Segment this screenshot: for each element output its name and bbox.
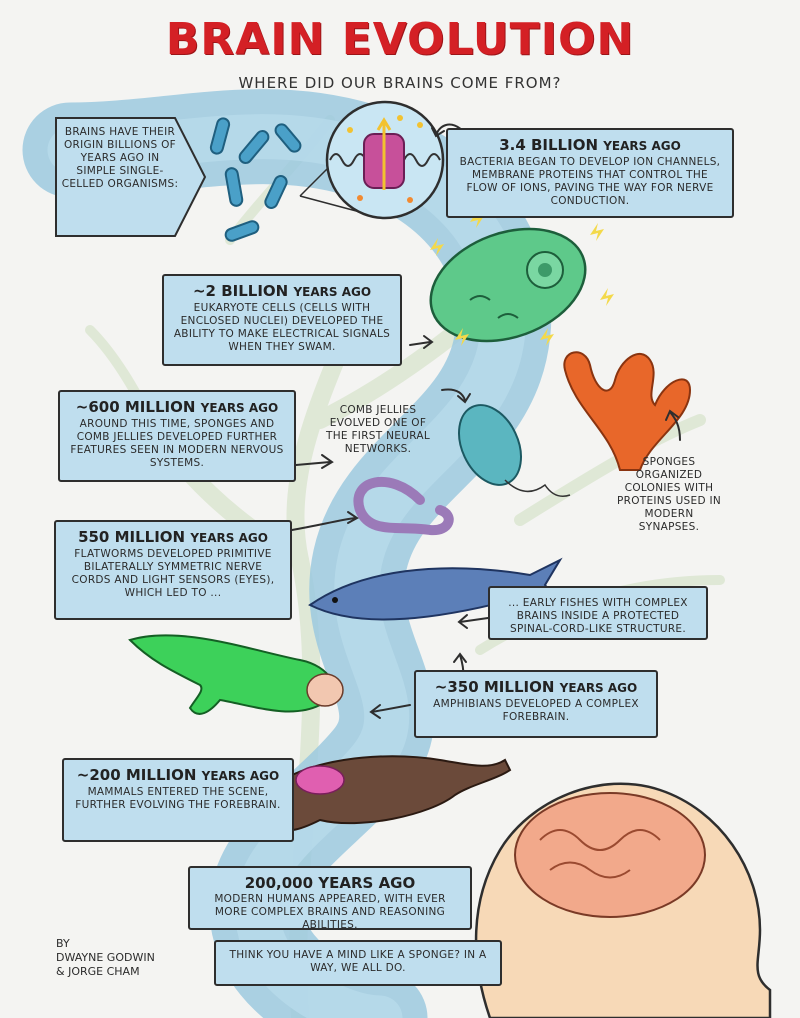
milestone-3-4-billion: 3.4 BILLION YEARS AGO Bacteria began to … bbox=[446, 128, 734, 218]
ion-channel-icon bbox=[325, 100, 445, 220]
milestone-heading-tail: YEARS AGO bbox=[201, 769, 280, 783]
credit-author-1: Dwayne Godwin bbox=[56, 951, 155, 964]
intro-arrow-banner bbox=[55, 117, 207, 237]
milestone-heading: ~200 MILLION bbox=[76, 766, 197, 784]
milestone-heading-tail: YEARS AGO bbox=[559, 681, 638, 695]
milestone-body: Flatworms developed primitive bilaterall… bbox=[71, 548, 275, 599]
eukaryote-cell-icon bbox=[429, 210, 614, 346]
page-subtitle: WHERE DID OUR BRAINS COME FROM? bbox=[238, 74, 562, 92]
milestone-body: Bacteria began to develop ion channels, … bbox=[459, 156, 721, 207]
milestone-heading-tail: YEARS AGO bbox=[190, 531, 268, 545]
milestone-body: Eukaryote cells (cells with enclosed nuc… bbox=[173, 302, 391, 353]
mammal-icon bbox=[269, 755, 512, 832]
sponge-icon bbox=[563, 351, 692, 471]
milestone-heading: ~2 BILLION bbox=[192, 282, 289, 300]
milestone-200-million: ~200 MILLION YEARS AGO Mammals entered t… bbox=[62, 758, 294, 842]
milestone-heading-tail: YEARS AGO bbox=[293, 285, 372, 299]
credit-by: By bbox=[56, 937, 70, 950]
page-title: BRAIN EVOLUTION bbox=[165, 14, 635, 65]
milestone-heading: 3.4 BILLION bbox=[499, 136, 598, 154]
flatworm-icon bbox=[353, 477, 454, 536]
milestone-600-million: ~600 MILLION YEARS AGO Around this time,… bbox=[58, 390, 296, 482]
milestone-2-billion: ~2 BILLION YEARS AGO Eukaryote cells (ce… bbox=[162, 274, 402, 366]
amphibian-icon bbox=[128, 634, 344, 715]
human-head-icon bbox=[474, 782, 772, 1018]
early-fishes-box: ... Early fishes with complex brains ins… bbox=[488, 586, 708, 640]
milestone-heading-tail: YEARS AGO bbox=[200, 401, 279, 415]
milestone-body: Around this time, sponges and comb jelli… bbox=[70, 418, 284, 469]
milestone-heading: 550 MILLION bbox=[78, 528, 186, 546]
comb-jelly-icon bbox=[458, 404, 571, 497]
milestone-body: Amphibians developed a complex forebrain… bbox=[433, 698, 639, 723]
bacteria-icon bbox=[209, 117, 302, 242]
closing-note: Think you have a mind like a sponge? In … bbox=[214, 940, 502, 986]
milestone-body: Mammals entered the scene, further evolv… bbox=[75, 786, 281, 811]
milestone-heading: ~600 MILLION bbox=[75, 398, 196, 416]
milestone-200-thousand: 200,000 YEARS AGO Modern humans appeared… bbox=[188, 866, 472, 931]
closing-note-text: Think you have a mind like a sponge? In … bbox=[229, 949, 487, 974]
milestone-heading-tail: YEARS AGO bbox=[603, 139, 681, 153]
milestone-body: Modern humans appeared, with ever more c… bbox=[214, 893, 446, 931]
comb-jellies-note: Comb jellies evolved one of the first ne… bbox=[325, 404, 430, 455]
credit-author-2: & Jorge Cham bbox=[56, 965, 140, 978]
fish-icon bbox=[308, 557, 563, 621]
milestone-350-million: ~350 MILLION YEARS AGO Amphibians develo… bbox=[414, 670, 658, 738]
intro-text: Brains have their origin billions of yea… bbox=[61, 126, 179, 190]
milestone-heading: 200,000 YEARS AGO bbox=[244, 874, 416, 892]
sponges-note: Sponges organized colonies with proteins… bbox=[616, 456, 722, 533]
milestone-body: ... Early fishes with complex brains ins… bbox=[508, 597, 688, 635]
milestone-heading: ~350 MILLION bbox=[434, 678, 555, 696]
author-credit: By Dwayne Godwin & Jorge Cham bbox=[56, 937, 155, 979]
milestone-550-million: 550 MILLION YEARS AGO Flatworms develope… bbox=[54, 520, 292, 620]
